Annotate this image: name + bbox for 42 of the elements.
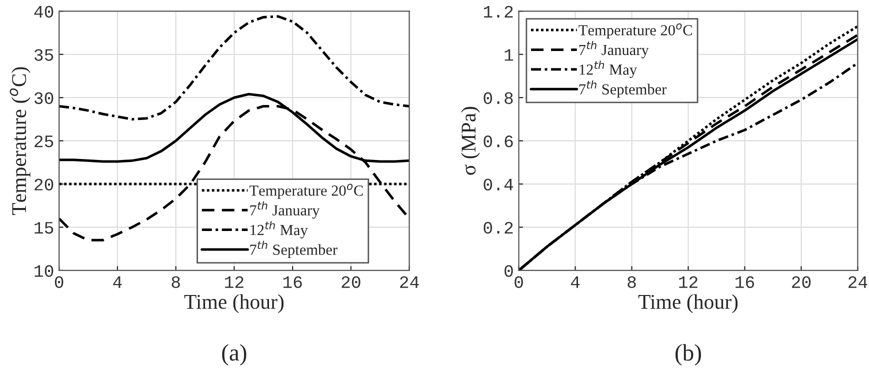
y-tick-label: 0.8 [484, 92, 513, 104]
x-tick-label: 12 [225, 276, 244, 288]
legend-label: 7$^{th}$ September [579, 80, 667, 98]
y-axis-title: σ (MPa) [461, 106, 480, 175]
legend-label: Temperature 20$^{o}$C [250, 184, 363, 199]
legend-label: 7$^{th}$ January [250, 201, 320, 219]
x-tick-label: 16 [283, 276, 302, 288]
legend-label: Temperature 20$^{o}$C [578, 23, 692, 39]
y-tick-label: 0.2 [484, 222, 513, 234]
x-axis-title: Time (hour) [638, 294, 738, 314]
x-tick-label: 24 [848, 276, 868, 288]
x-tick-label: 20 [792, 276, 811, 288]
x-tick-label: 8 [628, 276, 636, 288]
x-tick-label: 20 [342, 276, 360, 288]
x-axis-title: Time (hour) [184, 294, 284, 314]
y-tick-label: 1.2 [484, 6, 513, 18]
legend-label: 12$^{th}$ May [250, 221, 308, 238]
y-tick-label: 0.4 [484, 178, 514, 190]
x-tick-label: 16 [736, 276, 754, 288]
y-tick-label: 25 [34, 135, 54, 148]
legend-label: 12$^{th}$ May [580, 60, 637, 78]
y-tick-label: 1 [504, 49, 514, 61]
x-tick-label: 8 [172, 276, 180, 288]
y-tick-label: 20 [34, 178, 54, 190]
y-axis-title: Temperature ($^{o}$C) [10, 67, 30, 216]
legend-label: 7$^{th}$ September [250, 240, 338, 258]
y-tick-label: 0.6 [484, 135, 513, 148]
y-tick-label: 35 [34, 49, 54, 61]
x-tick-label: 24 [400, 276, 419, 288]
x-tick-label: 0 [54, 276, 64, 288]
x-tick-label: 12 [679, 276, 698, 288]
y-tick-label: 40 [34, 6, 54, 18]
legend-label: 7$^{th}$ January [579, 40, 649, 58]
text: (b) [676, 344, 701, 366]
x-tick-label: 4 [570, 276, 580, 288]
x-tick-label: 0 [514, 276, 523, 288]
y-tick-label: 10 [34, 265, 54, 277]
x-tick-label: 4 [113, 276, 122, 288]
text: (a) [222, 344, 246, 366]
y-tick-label: 0 [504, 265, 513, 277]
y-tick-label: 15 [34, 222, 54, 234]
y-tick-label: 30 [34, 92, 54, 104]
